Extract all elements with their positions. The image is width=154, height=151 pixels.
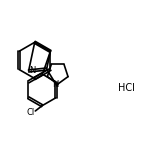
- Text: HCl: HCl: [118, 83, 135, 93]
- Text: N: N: [52, 80, 59, 89]
- Text: Cl: Cl: [27, 108, 35, 117]
- Text: N: N: [29, 66, 35, 75]
